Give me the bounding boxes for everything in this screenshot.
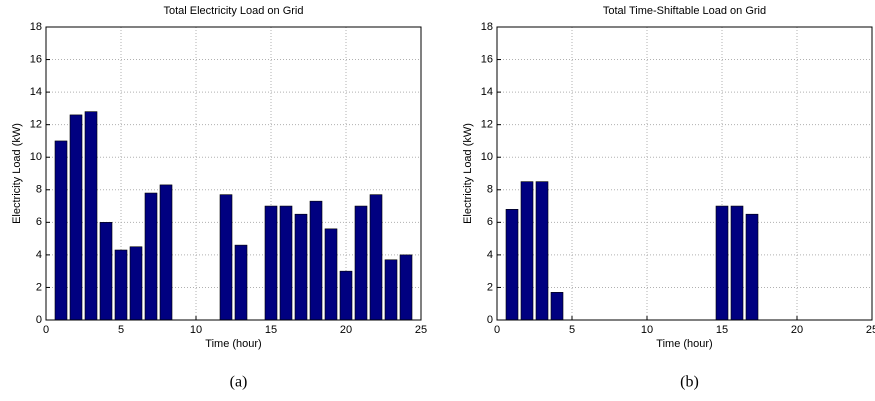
axes-box xyxy=(496,26,873,321)
y-tick-label: 12 xyxy=(481,119,493,131)
bar xyxy=(234,244,248,321)
y-tick-label: 14 xyxy=(481,86,493,98)
y-tick-label: 6 xyxy=(36,216,42,228)
bar xyxy=(69,114,83,321)
bar xyxy=(219,194,233,321)
chart-title: Total Electricity Load on Grid xyxy=(163,5,303,17)
y-tick-label: 18 xyxy=(30,21,42,33)
x-axis-label: Time (hour) xyxy=(656,338,712,350)
bar xyxy=(745,213,759,321)
bar xyxy=(399,254,413,321)
bar xyxy=(384,259,398,321)
y-tick-label: 0 xyxy=(36,314,42,326)
bar xyxy=(99,222,113,321)
y-tick-label: 4 xyxy=(487,249,493,261)
bar xyxy=(54,140,68,321)
x-tick-label: 25 xyxy=(415,324,427,336)
y-tick-label: 16 xyxy=(30,53,42,65)
y-axis-label: Electricity Load (kW) xyxy=(11,123,23,224)
y-tick-label: 10 xyxy=(30,151,42,163)
bar xyxy=(159,184,173,321)
caption: (a) xyxy=(230,374,248,391)
bar xyxy=(354,205,368,321)
bar xyxy=(129,246,143,321)
y-tick-label: 10 xyxy=(481,151,493,163)
bar xyxy=(114,249,128,321)
bar xyxy=(535,181,549,321)
y-tick-label: 6 xyxy=(487,216,493,228)
x-tick-label: 5 xyxy=(118,324,124,336)
x-axis-label: Time (hour) xyxy=(205,338,261,350)
y-tick-label: 8 xyxy=(36,184,42,196)
x-tick-label: 0 xyxy=(43,324,49,336)
y-tick-label: 18 xyxy=(481,21,493,33)
x-tick-label: 10 xyxy=(641,324,653,336)
y-tick-label: 16 xyxy=(481,53,493,65)
bar xyxy=(279,205,293,321)
y-axis-label: Electricity Load (kW) xyxy=(462,123,474,224)
y-tick-label: 8 xyxy=(487,184,493,196)
chart-title: Total Time-Shiftable Load on Grid xyxy=(603,5,766,17)
x-tick-label: 15 xyxy=(265,324,277,336)
y-tick-label: 14 xyxy=(30,86,42,98)
y-tick-label: 2 xyxy=(487,281,493,293)
x-tick-label: 25 xyxy=(866,324,875,336)
y-tick-label: 0 xyxy=(487,314,493,326)
bar xyxy=(339,270,353,321)
bar xyxy=(520,181,534,321)
bar xyxy=(309,200,323,321)
bar xyxy=(264,205,278,321)
bar xyxy=(550,292,564,321)
x-tick-label: 15 xyxy=(716,324,728,336)
x-tick-label: 10 xyxy=(190,324,202,336)
bar xyxy=(715,205,729,321)
x-tick-label: 20 xyxy=(340,324,352,336)
bar xyxy=(84,111,98,321)
bar xyxy=(730,205,744,321)
bar xyxy=(294,213,308,321)
x-tick-label: 0 xyxy=(494,324,500,336)
bar xyxy=(505,209,519,321)
x-tick-label: 20 xyxy=(791,324,803,336)
axes-box xyxy=(45,26,422,321)
caption: (b) xyxy=(680,374,699,391)
y-tick-label: 12 xyxy=(30,119,42,131)
bar xyxy=(324,228,338,321)
bar xyxy=(144,192,158,321)
bar xyxy=(369,194,383,321)
x-tick-label: 5 xyxy=(569,324,575,336)
y-tick-label: 4 xyxy=(36,249,42,261)
y-tick-label: 2 xyxy=(36,281,42,293)
